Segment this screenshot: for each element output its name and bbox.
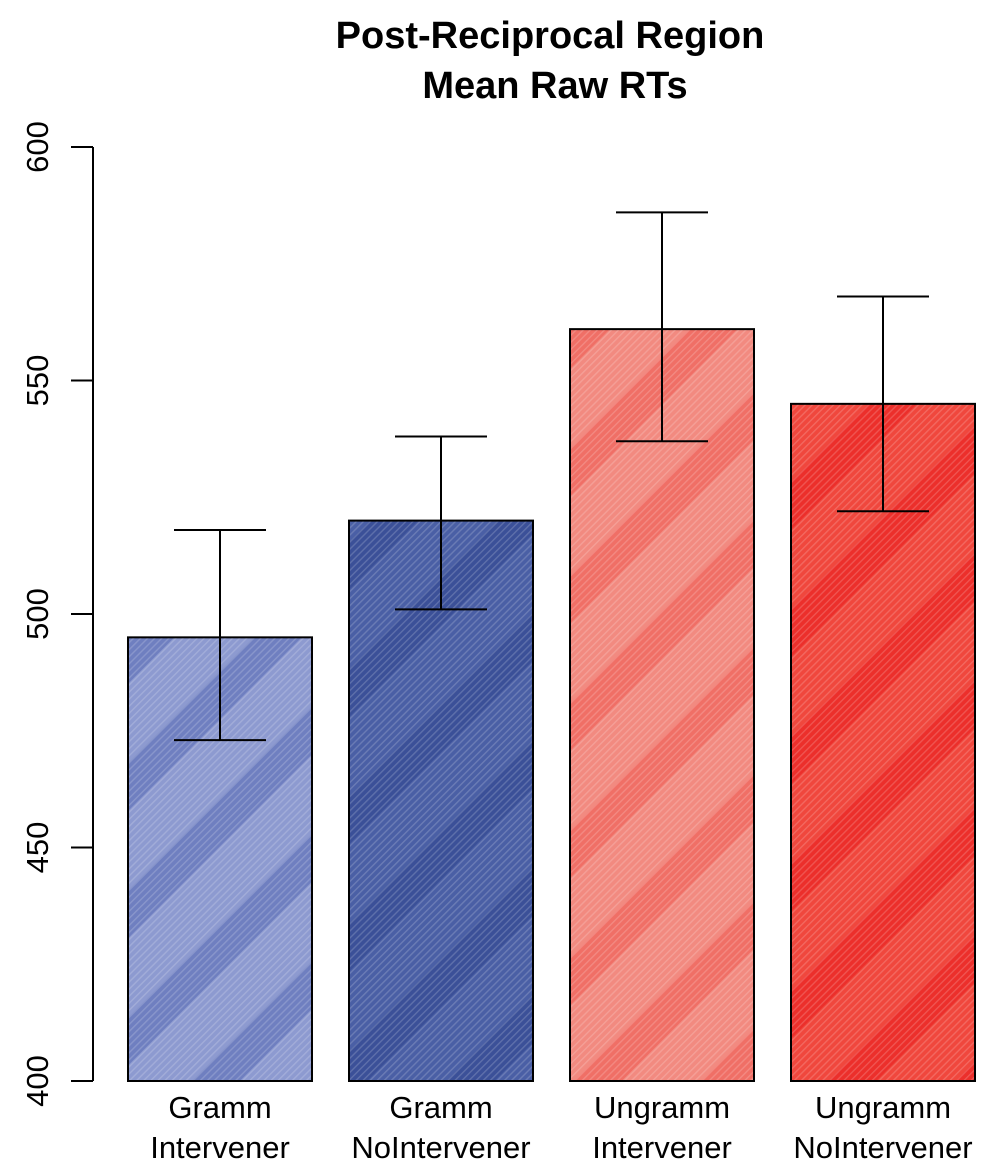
- error-bars: [174, 211, 929, 742]
- x-category-label: Gramm: [168, 1090, 271, 1125]
- bar-hatching: [571, 330, 753, 1080]
- x-category-label: Ungramm: [594, 1090, 730, 1125]
- y-tick-label: 550: [20, 355, 55, 407]
- bar-hatching: [792, 404, 974, 1081]
- y-tick-label: 500: [20, 588, 55, 640]
- x-axis-category-labels: Gramm Intervener Gramm NoIntervener Ungramm I…: [150, 1090, 972, 1165]
- chart-title-line-2: Mean Raw RTs: [422, 65, 687, 107]
- bar-hatching: [350, 521, 532, 1080]
- chart-title-line-1: Post-Reciprocal Region: [336, 15, 765, 57]
- x-category-label: Intervener: [592, 1130, 732, 1165]
- x-category-label: Ungramm: [815, 1090, 951, 1125]
- x-category-label: Intervener: [150, 1130, 290, 1165]
- x-category-label: Gramm: [389, 1090, 492, 1125]
- y-tick-label: 600: [20, 121, 55, 173]
- y-tick-label: 450: [20, 822, 55, 874]
- x-category-label: NoIntervener: [793, 1130, 972, 1165]
- bars: [127, 328, 976, 1083]
- y-axis: 400 450 500 550 600: [20, 121, 94, 1107]
- y-tick-label: 400: [20, 1055, 55, 1107]
- x-category-label: NoIntervener: [351, 1130, 530, 1165]
